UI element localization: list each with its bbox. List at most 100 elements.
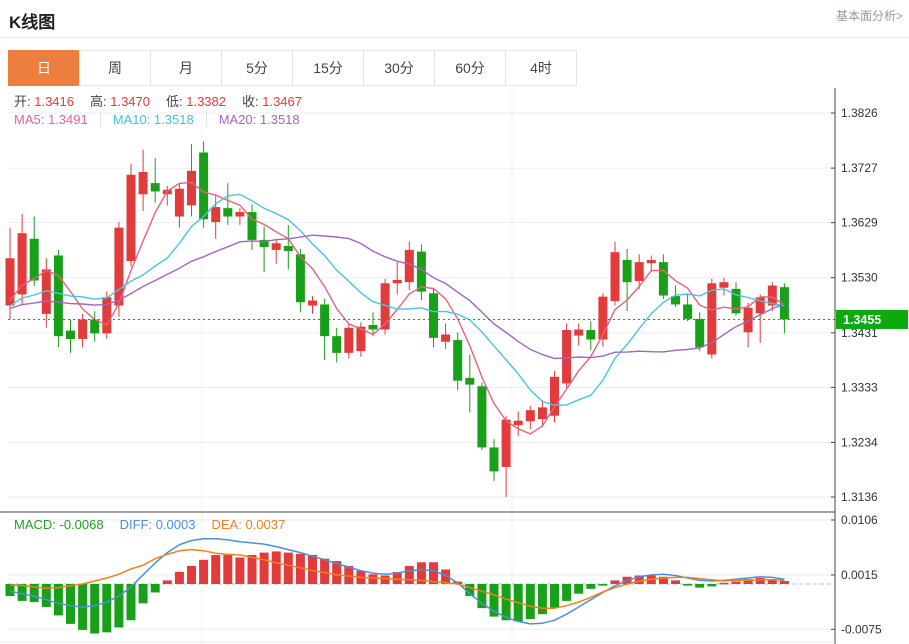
tab-period-0[interactable]: 日 — [8, 50, 80, 86]
legend-label: MA20: — [218, 112, 260, 127]
ma-row-item-2: MA20: 1.3518 — [219, 112, 312, 127]
macd-hist-bar — [671, 580, 680, 584]
candle-body — [271, 243, 281, 250]
candle-body — [187, 170, 196, 206]
tab-period-6[interactable]: 60分 — [434, 50, 506, 86]
header-divider — [0, 37, 909, 38]
macd-hist-bar — [150, 584, 160, 593]
legend-value: -0.0068 — [59, 517, 104, 532]
macd-hist-bar — [295, 553, 305, 584]
candle-body — [634, 262, 644, 282]
candle-body — [174, 188, 184, 217]
legend-value: 0.0003 — [155, 517, 196, 532]
candle-body — [598, 296, 608, 340]
macd-row-item-1: DIFF: 0.0003 — [120, 517, 196, 532]
y-axis-label: 1.3727 — [841, 161, 878, 175]
candle-body — [199, 152, 209, 220]
macd-hist-bar — [537, 584, 547, 615]
macd-hist-bar — [162, 580, 172, 584]
macd-hist-bar — [211, 555, 221, 584]
candle-body — [332, 336, 342, 353]
macd-hist-bar — [586, 584, 596, 589]
candle-body — [755, 297, 765, 314]
candle-body — [441, 334, 451, 342]
candle-body — [29, 238, 39, 281]
candle-body — [102, 297, 112, 334]
fundamental-analysis-link[interactable]: 基本面分析> — [835, 9, 903, 23]
macd-hist-bar — [271, 551, 281, 584]
candle-body — [501, 419, 511, 467]
tab-period-2[interactable]: 月 — [150, 50, 222, 86]
macd-y-axis-label: -0.0075 — [841, 622, 882, 636]
candle-body — [489, 447, 499, 472]
macd-hist-bar — [550, 584, 559, 609]
macd-hist-bar — [755, 577, 765, 584]
legend-value: 1.3416 — [34, 94, 74, 109]
macd-y-axis-label: 0.0106 — [841, 513, 878, 527]
macd-hist-bar — [707, 584, 717, 587]
tab-period-3[interactable]: 5分 — [221, 50, 293, 86]
macd-hist-bar — [332, 561, 342, 584]
y-axis-label: 1.3333 — [841, 380, 878, 394]
legend-label: 高: — [90, 94, 111, 109]
candle-body — [90, 319, 100, 334]
macd-hist-bar — [598, 584, 608, 586]
candle-body — [695, 318, 705, 348]
tab-period-7[interactable]: 4时 — [505, 50, 577, 86]
diff-line — [9, 537, 785, 625]
legend-value: 1.3491 — [47, 112, 88, 127]
candle-body — [368, 325, 378, 330]
macd-hist-bar — [392, 571, 402, 584]
macd-hist-bar — [562, 584, 572, 601]
macd-hist-bar — [416, 562, 426, 584]
macd-hist-bar — [574, 584, 584, 594]
ma20-line — [9, 234, 785, 360]
macd-hist-bar — [29, 584, 39, 603]
candle-body — [416, 251, 426, 292]
candle-body — [223, 208, 233, 217]
candle-body — [308, 300, 317, 306]
macd-hist-bar — [489, 584, 499, 617]
candle-body — [78, 319, 88, 339]
candle-body — [719, 282, 729, 288]
ma-row-item-1: MA10: 1.3518 — [112, 112, 207, 127]
macd-row-item-2: DEA: 0.0037 — [211, 517, 285, 532]
candle-body — [743, 307, 753, 333]
macd-hist-bar — [767, 579, 777, 584]
candle-body — [283, 246, 293, 252]
y-axis-label: 1.3234 — [841, 435, 878, 449]
macd-hist-bar — [320, 558, 330, 584]
macd-y-axis-label: 0.0015 — [841, 568, 878, 582]
macd-hist-bar — [223, 555, 233, 584]
candle-body — [126, 174, 136, 262]
candle-body — [562, 330, 572, 384]
candle-body — [477, 386, 487, 448]
candle-body — [610, 252, 620, 302]
tab-period-4[interactable]: 15分 — [292, 50, 364, 86]
macd-hist-bar — [658, 576, 668, 584]
legend-label: DEA: — [211, 517, 246, 532]
macd-hist-bar — [102, 584, 112, 633]
candle-body — [211, 207, 221, 223]
macd-hist-bar — [610, 580, 620, 584]
macd-hist-bar — [465, 584, 475, 597]
legend-value: 1.3518 — [259, 112, 300, 127]
legend-value: 1.3518 — [153, 112, 194, 127]
candle-body — [66, 330, 75, 339]
candle-body — [5, 258, 15, 306]
ma5-line — [9, 181, 785, 435]
tab-period-1[interactable]: 周 — [79, 50, 151, 86]
macd-hist-bar — [404, 565, 414, 584]
macd-hist-bar — [114, 584, 124, 628]
macd-hist-bar — [235, 557, 245, 584]
legend-label: 低: — [166, 94, 187, 109]
tab-period-5[interactable]: 30分 — [363, 50, 435, 86]
macd-hist-bar — [5, 584, 15, 597]
candle-body — [404, 249, 414, 283]
macd-hist-bar — [779, 580, 789, 584]
macd-hist-bar — [683, 584, 693, 586]
macd-hist-bar — [283, 552, 293, 584]
candle-body — [671, 296, 680, 305]
